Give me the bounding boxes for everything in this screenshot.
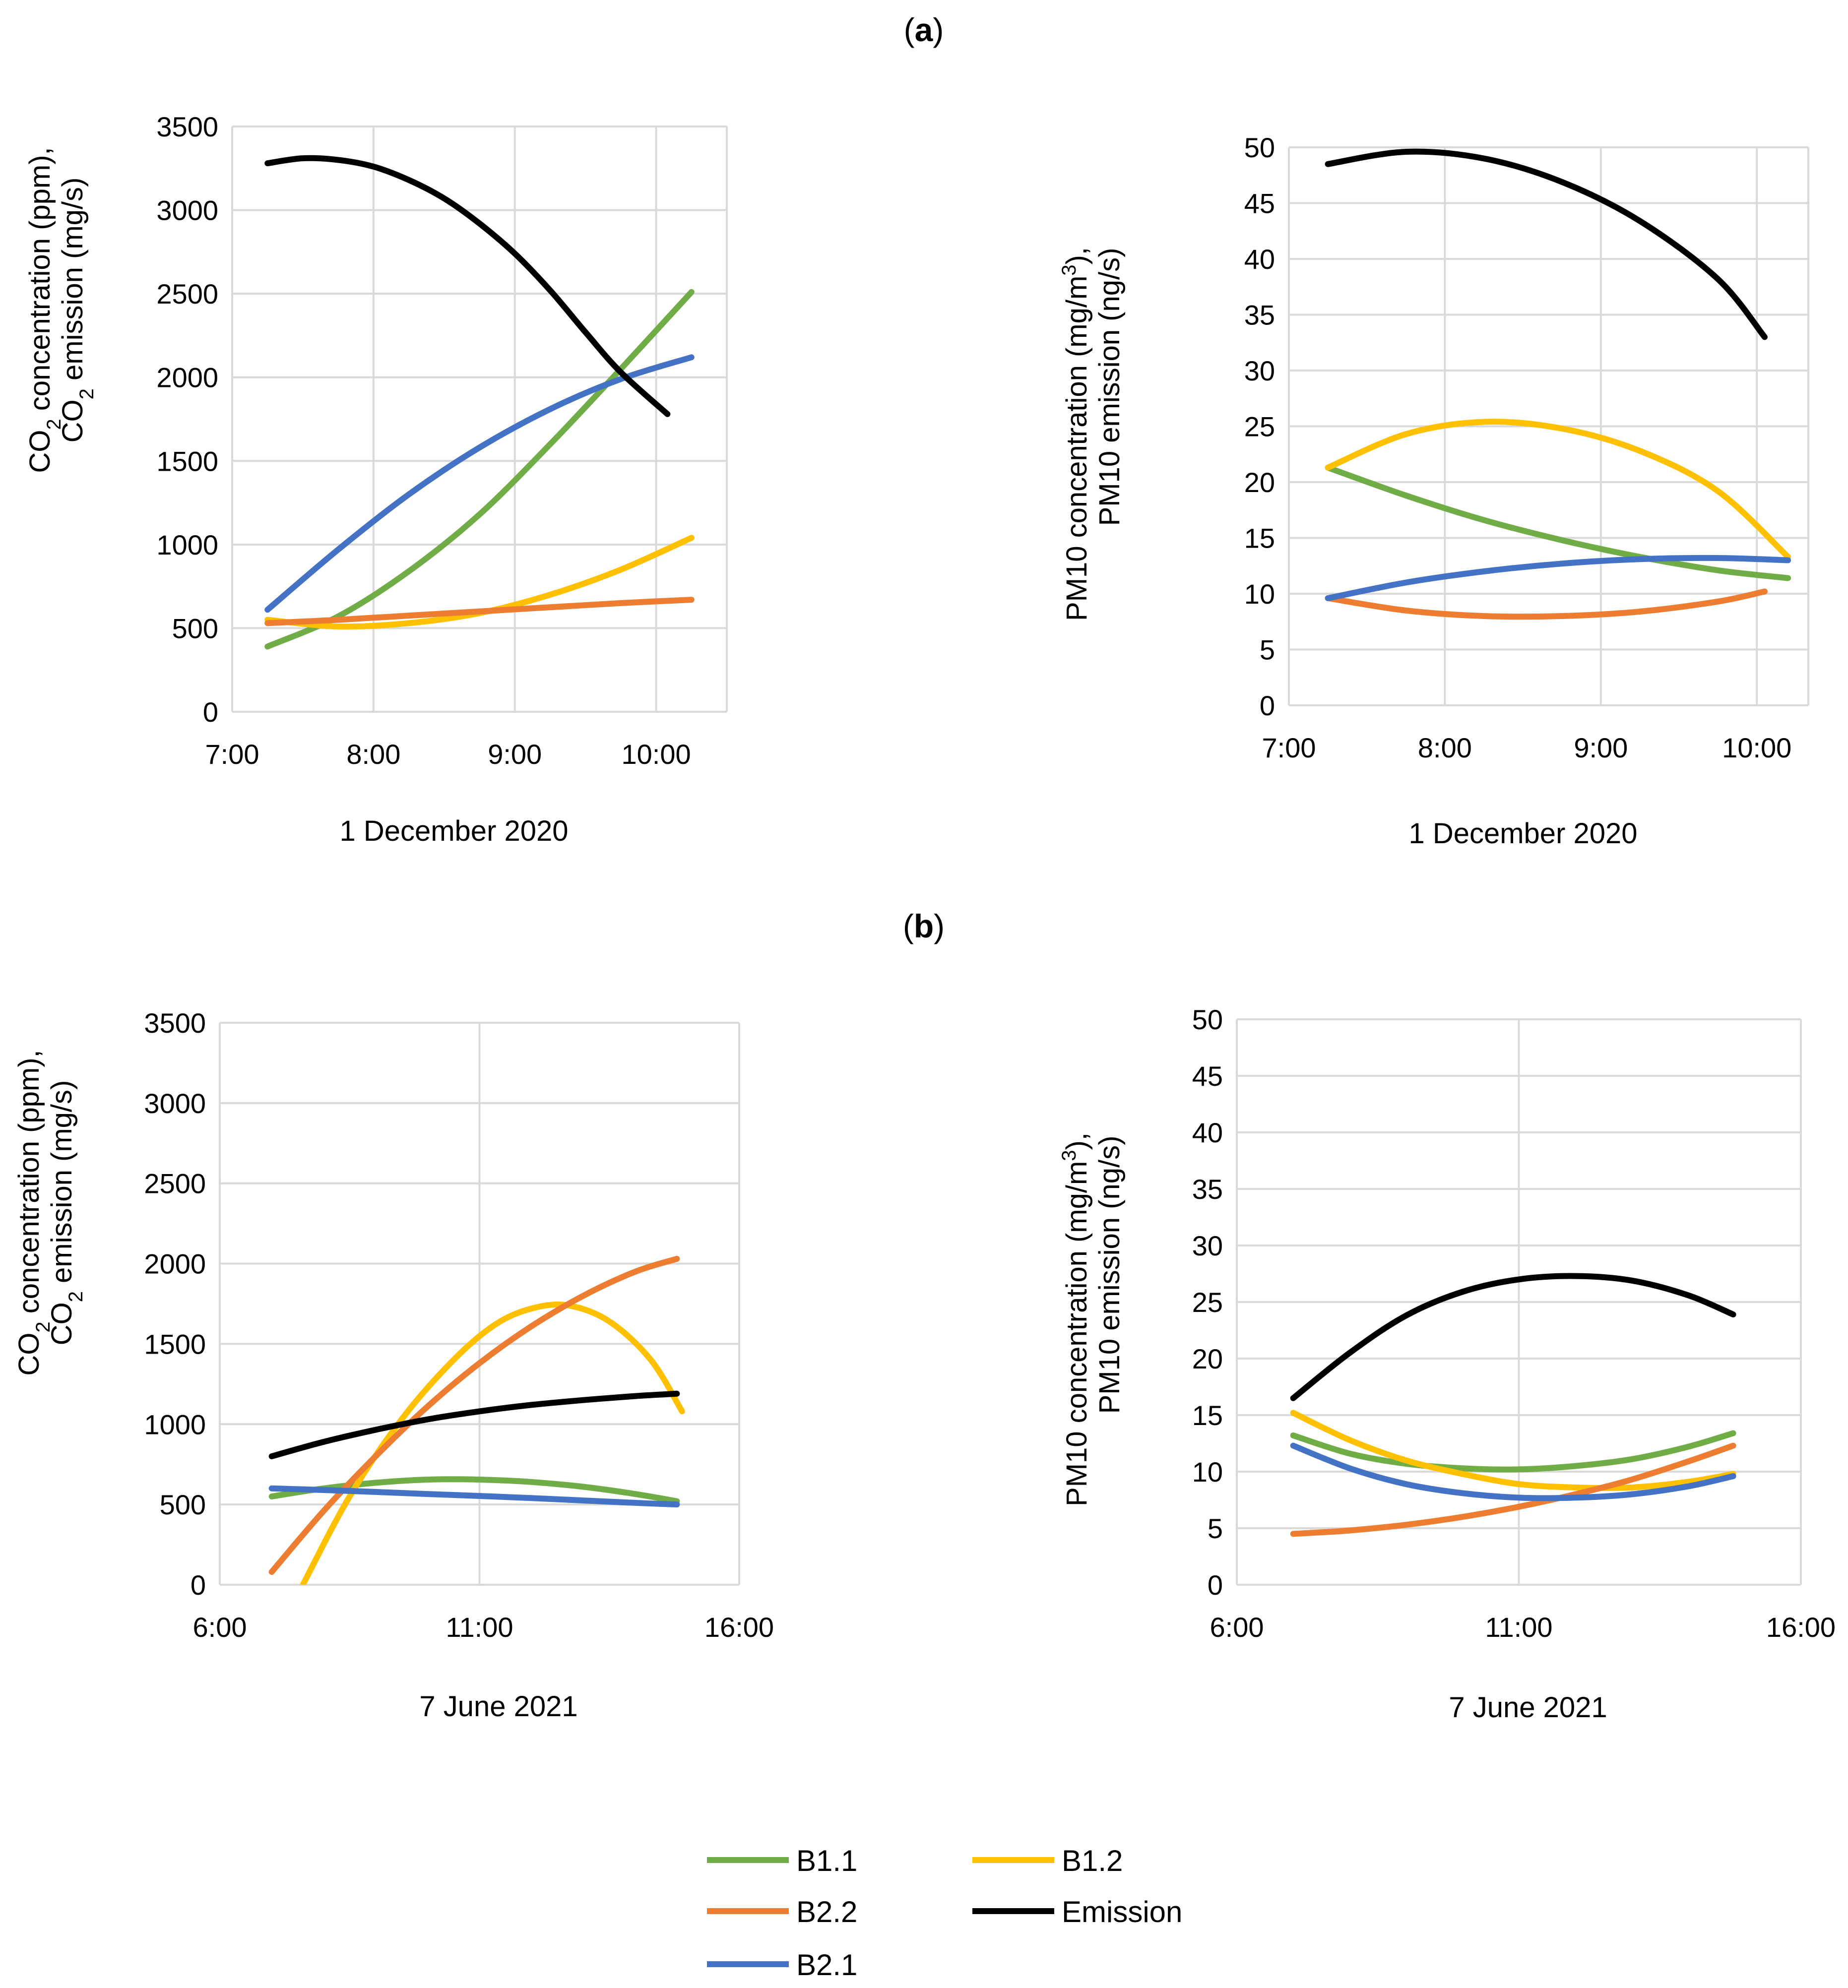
x-axis-label: 1 December 2020 bbox=[339, 815, 568, 847]
x-tick-label: 6:00 bbox=[1210, 1612, 1264, 1643]
y-tick-label: 35 bbox=[1192, 1174, 1223, 1205]
y-tick-label: 2000 bbox=[156, 362, 218, 393]
x-tick-label: 6:00 bbox=[193, 1612, 247, 1643]
chart-co2-dec-2020: CO2 concentration (ppm), CO2 emission (m… bbox=[24, 111, 728, 847]
series-line-b2-2 bbox=[1325, 588, 1768, 620]
series-line-emission bbox=[264, 155, 671, 417]
y-tick-label: 20 bbox=[1244, 467, 1275, 498]
series-line-b2-1 bbox=[1325, 555, 1791, 601]
x-tick-label: 10:00 bbox=[622, 739, 691, 770]
y-tick-label: 15 bbox=[1192, 1400, 1223, 1431]
series-line-b1-1 bbox=[268, 1476, 680, 1504]
y-tick-label: 0 bbox=[1208, 1569, 1223, 1601]
series-line-b1-2 bbox=[300, 1302, 685, 1585]
y-tick-label: 2500 bbox=[156, 278, 218, 310]
y-tick-label: 1500 bbox=[144, 1328, 206, 1360]
panel-label-b: (b) bbox=[903, 908, 945, 944]
x-tick-label: 8:00 bbox=[1418, 732, 1472, 763]
y-axis-label: CO2 concentration (ppm), bbox=[24, 147, 65, 473]
y-axis-label-2: CO2 emission (mg/s) bbox=[46, 1080, 87, 1346]
y-axis-label: PM10 concentration (mg/m3), bbox=[1058, 247, 1093, 621]
x-tick-label: 16:00 bbox=[704, 1612, 774, 1643]
panel-label-a-letter: a bbox=[915, 11, 934, 48]
y-tick-label: 45 bbox=[1244, 188, 1275, 219]
legend: B1.1 B1.2 B2.2 Emission B2.1 bbox=[707, 1844, 1182, 1982]
series-line-b1-2 bbox=[1290, 1410, 1736, 1491]
y-tick-label: 50 bbox=[1192, 1004, 1223, 1035]
y-axis-label: PM10 concentration (mg/m3), bbox=[1058, 1132, 1093, 1506]
y-tick-label: 45 bbox=[1192, 1060, 1223, 1092]
x-tick-label: 11:00 bbox=[446, 1612, 513, 1643]
y-tick-label: 5 bbox=[1260, 634, 1275, 666]
y-axis-label-2: CO2 emission (mg/s) bbox=[57, 178, 98, 443]
y-tick-label: 30 bbox=[1244, 355, 1275, 386]
y-axis-label: CO2 concentration (ppm), bbox=[13, 1050, 54, 1375]
legend-label-b1-1: B1.1 bbox=[796, 1844, 857, 1877]
series-line-b2-1 bbox=[268, 1485, 680, 1508]
y-tick-label: 3000 bbox=[144, 1088, 206, 1119]
x-axis-label: 7 June 2021 bbox=[419, 1690, 577, 1723]
y-tick-label: 3500 bbox=[156, 111, 218, 142]
y-tick-label: 10 bbox=[1192, 1456, 1223, 1488]
x-tick-label: 9:00 bbox=[1574, 732, 1628, 763]
y-tick-label: 25 bbox=[1192, 1287, 1223, 1318]
legend-label-b2-2: B2.2 bbox=[796, 1895, 857, 1928]
y-tick-label: 0 bbox=[203, 696, 218, 728]
chart-co2-jun-2021: CO2 concentration (ppm), CO2 emission (m… bbox=[13, 1007, 774, 1723]
x-axis-label: 1 December 2020 bbox=[1408, 817, 1637, 850]
series-line-emission bbox=[1325, 148, 1768, 340]
y-tick-label: 3500 bbox=[144, 1007, 206, 1039]
y-tick-label: 2000 bbox=[144, 1248, 206, 1280]
panel-label-b-letter: b bbox=[914, 908, 934, 944]
legend-label-emission: Emission bbox=[1062, 1895, 1182, 1928]
series-line-b2-2 bbox=[268, 1255, 680, 1575]
series-line-emission bbox=[1290, 1273, 1736, 1401]
y-axis-label-2: PM10 emission (ng/s) bbox=[1093, 248, 1126, 526]
y-tick-label: 500 bbox=[160, 1489, 206, 1520]
y-tick-label: 1500 bbox=[156, 445, 218, 477]
y-tick-label: 40 bbox=[1192, 1117, 1223, 1148]
x-tick-label: 9:00 bbox=[488, 739, 542, 770]
x-tick-label: 7:00 bbox=[1262, 732, 1316, 763]
y-tick-label: 1000 bbox=[156, 529, 218, 560]
y-tick-label: 2500 bbox=[144, 1168, 206, 1199]
y-tick-label: 10 bbox=[1244, 578, 1275, 610]
panel-label-a: (a) bbox=[904, 11, 944, 48]
y-tick-label: 0 bbox=[1260, 690, 1275, 721]
legend-label-b2-1: B2.1 bbox=[796, 1948, 857, 1982]
chart-pm10-dec-2020: PM10 concentration (mg/m3), PM10 emissio… bbox=[1058, 132, 1809, 850]
x-tick-label: 11:00 bbox=[1485, 1612, 1553, 1643]
series-line-b1-1 bbox=[1325, 464, 1791, 581]
y-tick-label: 15 bbox=[1244, 523, 1275, 554]
y-tick-label: 3000 bbox=[156, 195, 218, 226]
series-line-b1-1 bbox=[1290, 1430, 1736, 1473]
x-axis-label: 7 June 2021 bbox=[1449, 1691, 1607, 1724]
y-tick-label: 30 bbox=[1192, 1230, 1223, 1261]
series-line-b2-2 bbox=[1290, 1442, 1736, 1537]
chart-pm10-jun-2021: PM10 concentration (mg/m3), PM10 emissio… bbox=[1058, 1004, 1836, 1724]
y-tick-label: 25 bbox=[1244, 411, 1275, 442]
y-tick-label: 50 bbox=[1244, 132, 1275, 163]
x-tick-label: 8:00 bbox=[346, 739, 400, 770]
y-tick-label: 35 bbox=[1244, 300, 1275, 331]
y-tick-label: 1000 bbox=[144, 1409, 206, 1440]
x-tick-label: 16:00 bbox=[1766, 1612, 1836, 1643]
y-tick-label: 5 bbox=[1208, 1513, 1223, 1544]
series-line-b2-2 bbox=[264, 597, 695, 626]
y-tick-label: 20 bbox=[1192, 1343, 1223, 1374]
y-tick-label: 40 bbox=[1244, 244, 1275, 275]
y-axis-label-2: PM10 emission (ng/s) bbox=[1093, 1136, 1126, 1414]
series-line-b2-1 bbox=[264, 354, 695, 613]
series-line-emission bbox=[268, 1390, 680, 1459]
series-line-b2-1 bbox=[1290, 1442, 1736, 1501]
y-tick-label: 500 bbox=[172, 613, 218, 644]
x-tick-label: 7:00 bbox=[205, 739, 259, 770]
y-tick-label: 0 bbox=[191, 1569, 206, 1601]
legend-label-b1-2: B1.2 bbox=[1062, 1844, 1123, 1877]
series-line-b1-1 bbox=[264, 289, 695, 650]
x-tick-label: 10:00 bbox=[1722, 732, 1791, 763]
series-line-b1-2 bbox=[1325, 419, 1791, 560]
